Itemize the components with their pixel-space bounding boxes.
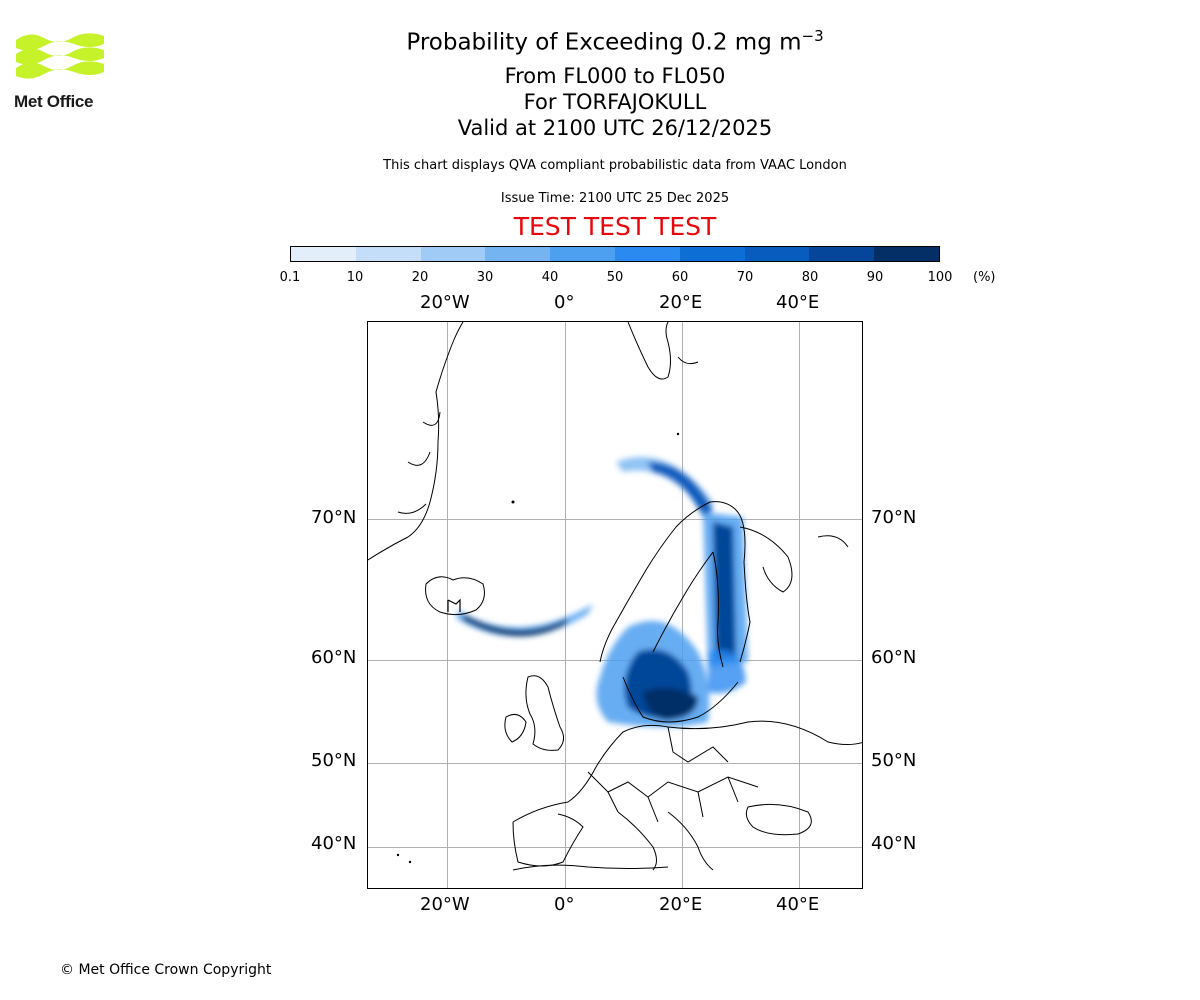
lon-label-top: 20°W	[420, 292, 470, 313]
colorbar-tick-label: 20	[411, 270, 429, 285]
colorbar-segment	[355, 247, 421, 261]
title-line1: Probability of Exceeding 0.2 mg m	[406, 29, 802, 56]
colorbar-segment	[614, 247, 680, 261]
lat-label-left: 50°N	[311, 750, 357, 771]
gridline-lat	[368, 519, 862, 520]
ash-plume-layer	[456, 457, 748, 727]
colorbar-segment	[550, 247, 615, 261]
title-line2: From FL000 to FL050	[504, 64, 726, 88]
gridline-lat	[368, 847, 862, 848]
colorbar-tick-label: 70	[736, 270, 754, 285]
lon-label-top: 20°E	[659, 292, 703, 313]
gridline-lon	[682, 322, 683, 888]
colorbar-segment	[485, 247, 551, 261]
copyright: © Met Office Crown Copyright	[60, 962, 272, 978]
lat-label-left: 60°N	[311, 647, 357, 668]
chart-subtitle: From FL000 to FL050 For TORFAJOKULL Vali…	[315, 63, 915, 141]
colorbar-segment	[420, 247, 486, 261]
title-sup: −3	[801, 27, 824, 45]
lat-label-right: 60°N	[871, 647, 917, 668]
colorbar-tick-label: 90	[866, 270, 884, 285]
lon-label-bottom: 40°E	[776, 894, 820, 915]
colorbar-tick-label: 10	[346, 270, 364, 285]
lon-label-bottom: 0°	[554, 894, 575, 915]
colorbar-tick-label: 30	[476, 270, 494, 285]
lon-label-top: 0°	[554, 292, 575, 313]
islands	[396, 432, 680, 864]
colorbar-tick-label: 80	[801, 270, 819, 285]
gridline-lon	[799, 322, 800, 888]
lat-label-right: 50°N	[871, 750, 917, 771]
lon-label-bottom: 20°W	[420, 894, 470, 915]
met-office-logo: Met Office	[14, 30, 108, 112]
volcano-marker	[447, 598, 461, 612]
colorbar-tick-label: 50	[606, 270, 624, 285]
met-office-wave-icon	[16, 33, 104, 79]
qva-note: This chart displays QVA compliant probab…	[383, 158, 847, 173]
issue-time: Issue Time: 2100 UTC 25 Dec 2025	[500, 191, 730, 206]
gridline-lat	[368, 763, 862, 764]
probability-map	[367, 321, 863, 889]
title-line4: Valid at 2100 UTC 26/12/2025	[457, 116, 773, 140]
map-graphics	[368, 322, 862, 871]
colorbar-segment	[874, 247, 939, 261]
coastlines	[368, 322, 862, 871]
colorbar-tick-label: 0.1	[279, 270, 301, 285]
lat-label-left: 70°N	[311, 507, 357, 528]
lat-label-right: 70°N	[871, 507, 917, 528]
colorbar-segment	[744, 247, 810, 261]
colorbar-segment	[809, 247, 875, 261]
test-banner: TEST TEST TEST	[513, 212, 717, 241]
colorbar-tick-label: 60	[671, 270, 689, 285]
lat-label-left: 40°N	[311, 833, 357, 854]
colorbar-segment	[291, 247, 356, 261]
colorbar-tick-label: 100	[927, 270, 953, 285]
logo-text: Met Office	[14, 92, 94, 111]
chart-title: Probability of Exceeding 0.2 mg m−3	[315, 27, 915, 56]
lat-label-right: 40°N	[871, 833, 917, 854]
lon-label-top: 40°E	[776, 292, 820, 313]
colorbar-segment	[679, 247, 745, 261]
gridline-lon	[565, 322, 566, 888]
lon-label-bottom: 20°E	[659, 894, 703, 915]
colorbar-tick-label: 40	[541, 270, 559, 285]
colorbar	[290, 246, 940, 262]
title-line3: For TORFAJOKULL	[523, 90, 707, 114]
colorbar-unit: (%)	[973, 270, 996, 285]
